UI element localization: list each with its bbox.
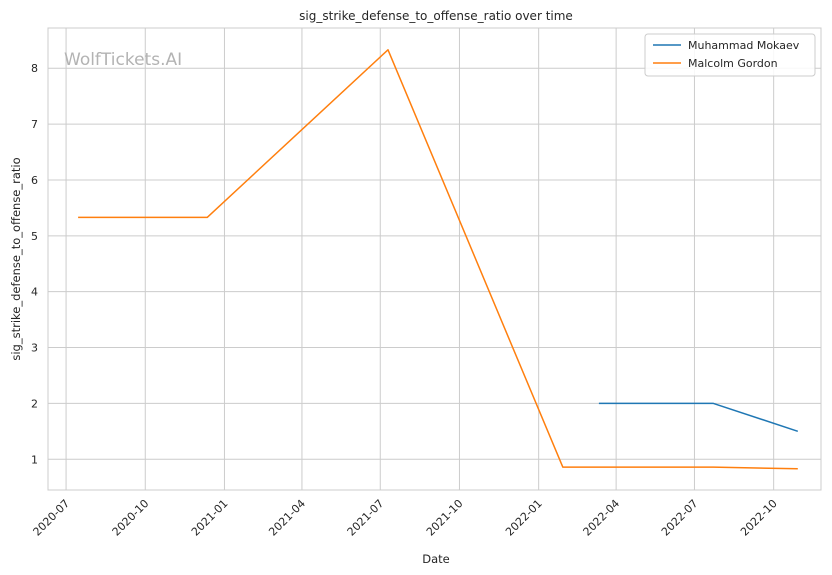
y-tick-label: 3 xyxy=(31,342,38,355)
x-tick-label: 2022-04 xyxy=(581,497,623,539)
legend-label-0: Muhammad Mokaev xyxy=(688,39,800,52)
x-tick-label: 2022-10 xyxy=(738,497,780,539)
x-axis-title: Date xyxy=(422,552,450,566)
y-tick-label: 4 xyxy=(31,286,38,299)
series-line-0 xyxy=(598,402,799,433)
y-tick-label: 5 xyxy=(31,230,38,243)
y-tick-label: 2 xyxy=(31,397,38,410)
x-tick-labels: 2020-07 2020-10 2021-01 2021-04 2021-07 2021-… xyxy=(31,497,780,539)
watermark: WolfTickets.AI xyxy=(64,50,182,70)
y-tick-label: 8 xyxy=(31,62,38,75)
y-axis-title: sig_strike_defense_to_offense_ratio xyxy=(9,157,23,360)
chart-title: sig_strike_defense_to_offense_ratio over… xyxy=(299,9,573,23)
x-tick-label: 2021-04 xyxy=(266,497,308,539)
x-tick-label: 2021-10 xyxy=(424,497,466,539)
x-tick-label: 2020-10 xyxy=(110,497,152,539)
x-tick-label: 2021-07 xyxy=(345,497,387,539)
y-tick-labels: 1 2 3 4 5 6 7 8 xyxy=(31,62,38,466)
plot-frame xyxy=(47,27,822,491)
y-tick-label: 1 xyxy=(31,453,38,466)
legend: Muhammad Mokaev Malcolm Gordon xyxy=(644,33,816,77)
y-tick-label: 7 xyxy=(31,118,38,131)
y-gridlines xyxy=(48,67,821,460)
x-gridlines xyxy=(65,28,775,490)
series-lines xyxy=(78,49,799,470)
x-tick-label: 2021-01 xyxy=(189,497,231,539)
x-tick-label: 2022-07 xyxy=(659,497,701,539)
plot-area xyxy=(48,28,821,490)
y-tick-label: 6 xyxy=(31,174,38,187)
x-tick-label: 2020-07 xyxy=(31,497,73,539)
series-line-1 xyxy=(78,49,798,470)
legend-label-1: Malcolm Gordon xyxy=(688,57,778,70)
legend-box xyxy=(644,33,816,77)
x-tick-label: 2022-01 xyxy=(503,497,545,539)
